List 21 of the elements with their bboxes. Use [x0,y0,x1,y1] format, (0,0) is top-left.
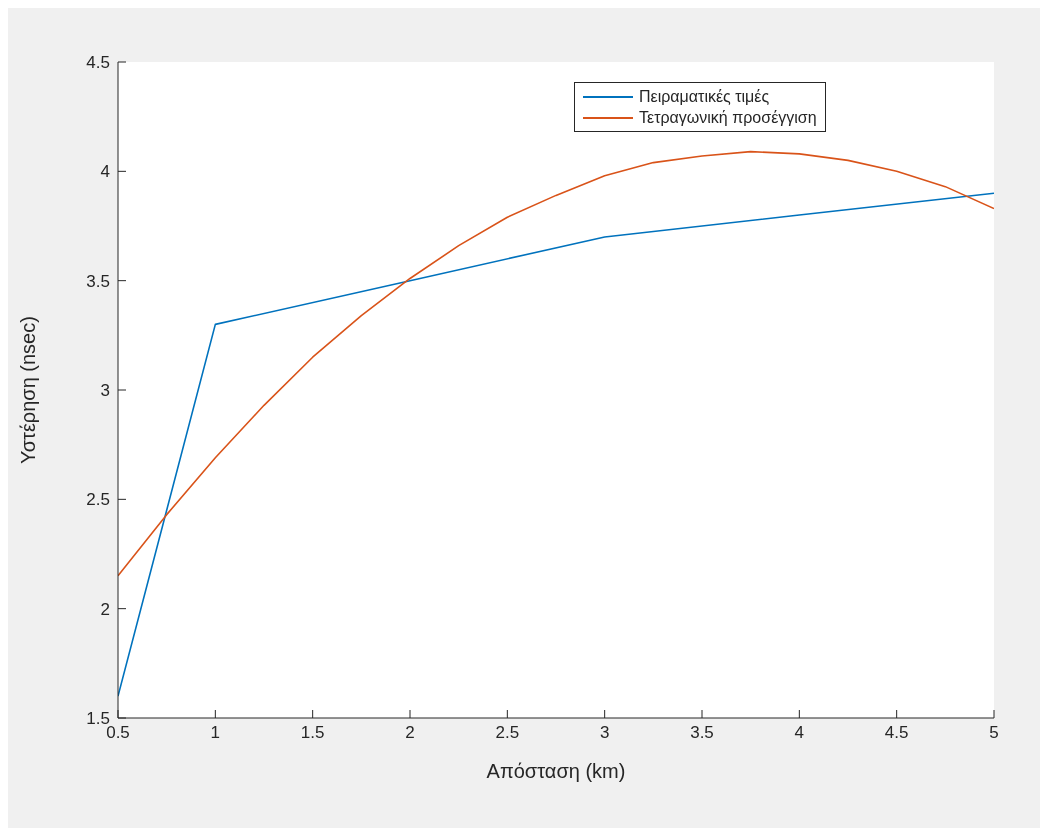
x-tick-label: 4.5 [884,723,909,743]
x-tick-label: 4 [794,723,805,743]
x-tick-label: 2.5 [495,723,520,743]
legend-label: Πειραματικές τιμές [639,87,770,106]
x-tick-label: 0.5 [106,723,130,743]
x-tick-label: 2 [405,723,415,743]
y-tick-label: 2 [100,599,110,619]
x-tick-label: 3.5 [690,723,714,743]
y-tick-label: 4 [100,162,110,182]
legend-label: Τετραγωνική προσέγγιση [639,108,817,127]
y-tick-label: 2.5 [86,490,110,510]
y-tick-label: 3 [100,381,110,401]
x-axis-title: Απόσταση (km) [486,760,626,782]
x-tick-label: 5 [989,723,999,743]
y-tick-label: 3.5 [86,271,110,291]
x-tick-label: 1 [210,723,221,743]
x-tick-label: 3 [599,723,610,743]
y-tick-label: 4.5 [86,53,110,73]
x-tick-label: 1.5 [300,723,325,743]
line-series [118,150,994,577]
y-axis-title: Υστέρηση (nsec) [17,316,40,464]
